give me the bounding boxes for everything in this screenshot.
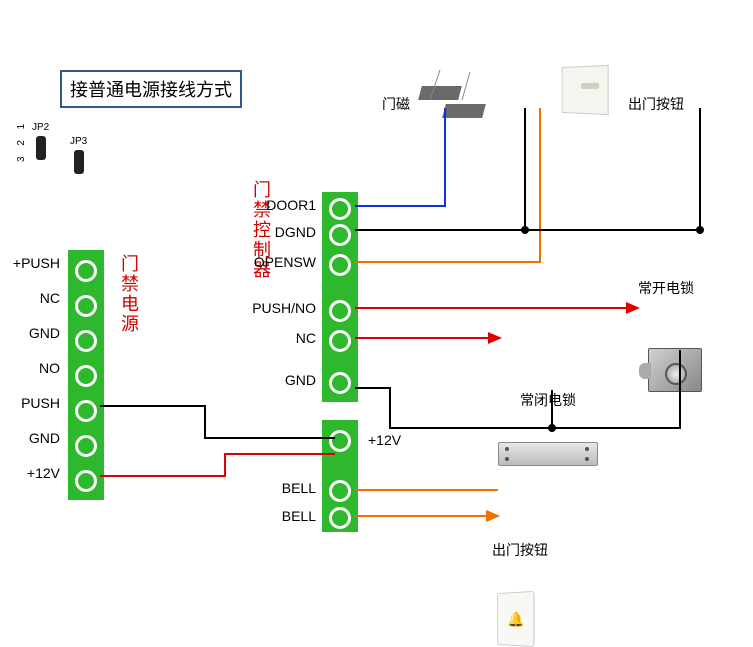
pin-label: PUSH/NO	[250, 300, 316, 316]
terminal-hole	[75, 400, 97, 422]
jumper-scale: 3 2 1	[16, 120, 27, 162]
terminal-hole	[75, 295, 97, 317]
terminal-hole	[75, 330, 97, 352]
pin-label: OPENSW	[250, 254, 316, 270]
pin-label: NC	[250, 330, 316, 346]
pin-label: GND	[0, 430, 60, 446]
jp2-jumper	[36, 136, 46, 160]
terminal-hole	[329, 480, 351, 502]
jp3-label: JP3	[70, 136, 87, 147]
pin-label: PUSH	[0, 395, 60, 411]
terminal-hole	[75, 470, 97, 492]
terminal-hole	[329, 330, 351, 352]
terminal-hole	[75, 365, 97, 387]
pin-label: GND	[0, 325, 60, 341]
terminal-hole	[75, 435, 97, 457]
terminal-hole	[329, 224, 351, 246]
jp3-jumper	[74, 150, 84, 174]
jp2-label: JP2	[32, 122, 49, 133]
no-lock-label: 常开电锁	[638, 278, 694, 298]
terminal-hole	[329, 372, 351, 394]
terminal-hole	[329, 507, 351, 529]
no-lock-device	[648, 348, 702, 392]
diagram-title: 接普通电源接线方式	[60, 70, 242, 108]
pin-label: +PUSH	[0, 255, 60, 271]
right-terminal-block-bottom	[322, 420, 358, 532]
pin-label: NO	[0, 360, 60, 376]
pin-label: DOOR1	[250, 197, 316, 213]
exit-button-device	[562, 65, 609, 116]
terminal-hole	[329, 254, 351, 276]
pin-label: BELL	[250, 480, 316, 496]
left-terminal-block	[68, 250, 104, 500]
exit-button-label: 出门按钮	[628, 94, 684, 114]
diagram-title-text: 接普通电源接线方式	[70, 80, 232, 100]
pin-label: +12V	[0, 465, 60, 481]
terminal-hole	[75, 260, 97, 282]
pin-label: +12V	[368, 432, 401, 448]
pin-label: DGND	[250, 224, 316, 240]
bell-button-device	[497, 591, 534, 647]
door-sensor-label: 门磁	[382, 94, 410, 114]
terminal-hole	[329, 430, 351, 452]
pin-label: NC	[0, 290, 60, 306]
door-sensor-device	[420, 86, 484, 118]
terminal-hole	[329, 300, 351, 322]
left-block-label: 门禁电源	[116, 254, 142, 334]
terminal-hole	[329, 198, 351, 220]
nc-lock-device	[498, 442, 598, 466]
right-terminal-block-top	[322, 192, 358, 402]
bell-button-label: 出门按钮	[492, 540, 548, 560]
nc-lock-label: 常闭电锁	[520, 390, 576, 410]
pin-label: BELL	[250, 508, 316, 524]
pin-label: GND	[250, 372, 316, 388]
